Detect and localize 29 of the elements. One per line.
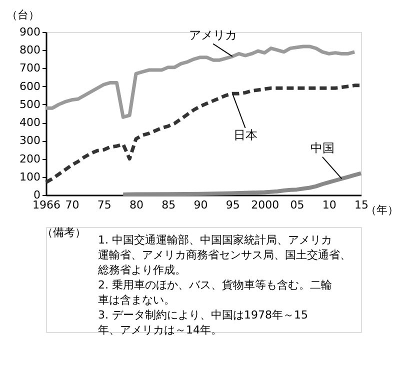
series-label: アメリカ bbox=[189, 28, 238, 42]
text: （備考） bbox=[42, 226, 86, 239]
y-tick-label: 400 bbox=[20, 116, 40, 130]
y-tick-label: 200 bbox=[20, 152, 40, 166]
text: 日本 bbox=[233, 128, 258, 142]
y-tick-label: 0 bbox=[34, 188, 40, 202]
y-tick-label: 600 bbox=[20, 80, 40, 93]
x-tick-label: 80 bbox=[130, 198, 144, 212]
x-tick-label: 2000 bbox=[251, 198, 280, 212]
x-tick-label: 75 bbox=[97, 198, 112, 212]
x-tick-label: 1966 bbox=[32, 198, 60, 212]
text: 中国 bbox=[310, 140, 334, 155]
x-tick-label: 05 bbox=[290, 198, 304, 212]
x-tick-label: 10 bbox=[322, 198, 336, 212]
x-tick-label: 85 bbox=[162, 198, 176, 212]
y-axis-title: （台） bbox=[6, 8, 40, 22]
y-tick-label: 100 bbox=[20, 170, 40, 184]
y-tick-label: 500 bbox=[20, 98, 40, 111]
y-tick-label: 900 bbox=[20, 26, 40, 38]
x-tick-label: 95 bbox=[226, 198, 240, 212]
text: 1. 中国交通運輸部、中国国家統計局、アメリカ運輸省、アメリカ商務省センサス局、国土交通省、総務省より作成。 bbox=[97, 234, 351, 276]
text: 3. データ制約により、中国は1978年～15年、アメリカは～14年。 bbox=[98, 308, 308, 336]
y-tick-label: 300 bbox=[20, 134, 40, 148]
y-tick-label: 700 bbox=[20, 62, 40, 75]
text: 2. 乗用車のほか、バス、貨物車等も含む。二輪車は含まない。 bbox=[98, 278, 332, 306]
y-tick-label: 800 bbox=[20, 44, 40, 57]
x-tick-label: 90 bbox=[194, 198, 208, 212]
x-tick-label: 70 bbox=[65, 198, 80, 212]
x-tick-label: 15 bbox=[354, 198, 368, 212]
